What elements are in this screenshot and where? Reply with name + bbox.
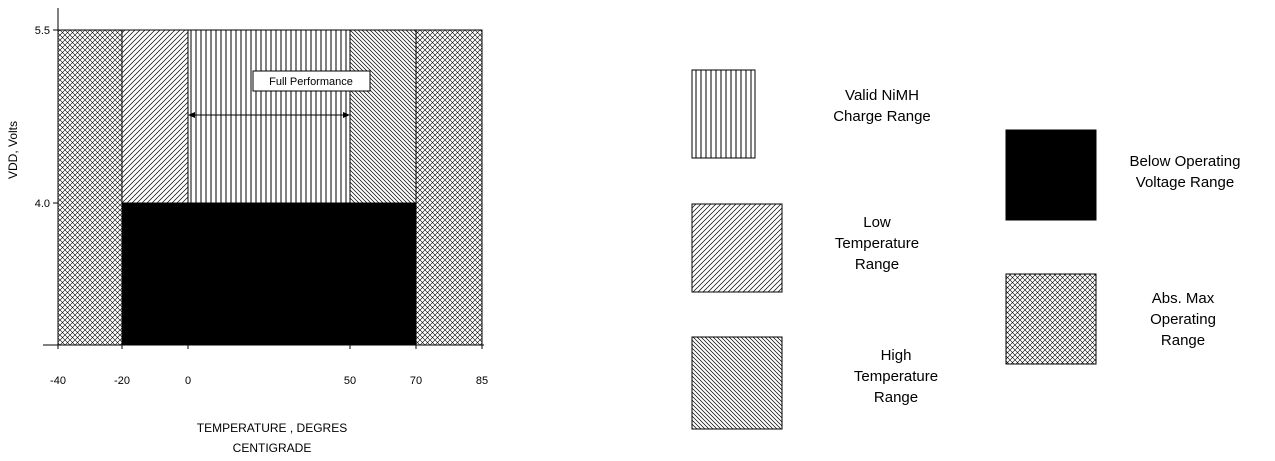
y-tick-label: 4.0 (35, 198, 50, 210)
legend-swatch-below (1005, 129, 1097, 221)
legend-swatch-absmax (1005, 273, 1097, 365)
plot-area: -40 -20 0 50 70 85 4.0 5.5 VDD, Volts TEMPERATURE… (6, 8, 488, 455)
x-tick-label: 85 (476, 375, 488, 387)
annotation-box (252, 70, 371, 92)
x-tick-label: 50 (344, 375, 356, 387)
region-high_temp (349, 29, 417, 204)
annotation-arrow-right (343, 112, 350, 118)
legend-label-below: Below Operating Voltage Range (1130, 153, 1241, 191)
region-low_temp (121, 29, 189, 204)
x-axis-title: TEMPERATURE , DEGRES CENTIGRADE (197, 421, 347, 455)
legend-swatch-high (691, 336, 783, 430)
legend-swatch-low (691, 203, 783, 293)
legend-swatch-nimh (691, 69, 756, 159)
legend-label-low: Low Temperature Range (835, 214, 919, 273)
x-tick-label: -20 (114, 375, 130, 387)
x-tick-label: 70 (410, 375, 422, 387)
region-absmax_left (57, 29, 123, 346)
region-nimh (187, 29, 351, 204)
y-axis-title: VDD, Volts (6, 121, 20, 179)
annotation-arrow-left (188, 112, 195, 118)
x-tick-label: -40 (50, 375, 66, 387)
x-tick-label: 0 (185, 375, 191, 387)
y-tick-label: 5.5 (35, 25, 50, 37)
region-below_op (121, 202, 417, 346)
legend-label-nimh: Valid NiMH Charge Range (833, 87, 931, 125)
legend-label-absmax: Abs. Max Operating Range (1150, 290, 1216, 349)
legend-label-high: High Temperature Range (854, 347, 938, 406)
region-absmax_right (415, 29, 483, 346)
annotation-label: Full Performance (269, 76, 353, 88)
legend: Valid NiMH Charge Range Low Temperature Rang… (691, 69, 1241, 430)
